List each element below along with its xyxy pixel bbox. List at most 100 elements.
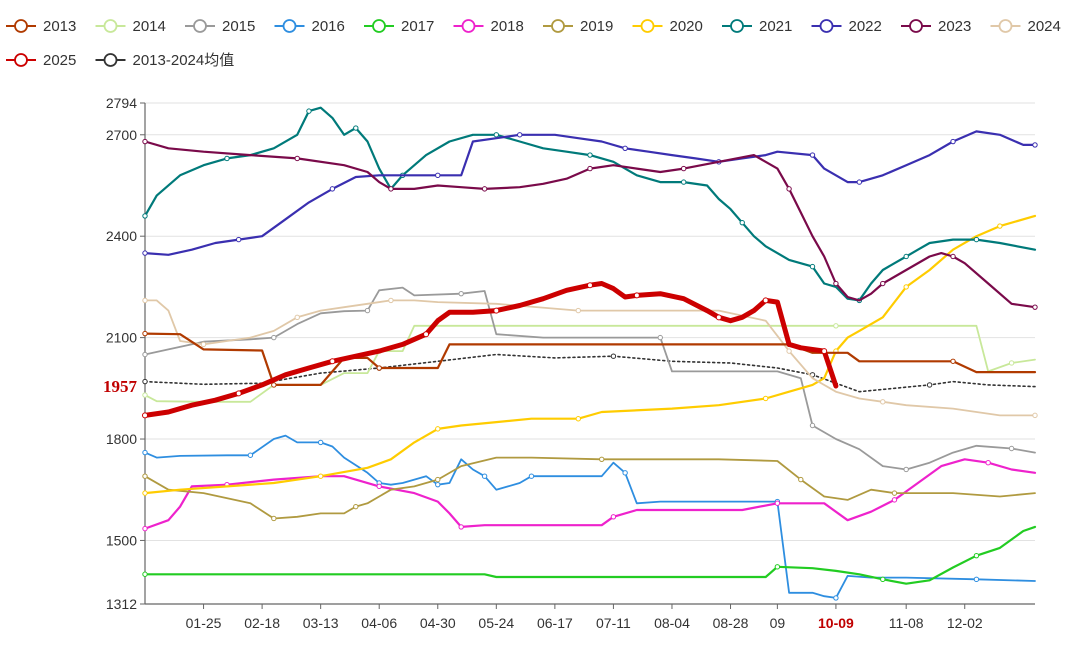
point-2019 (271, 515, 277, 522)
point-2020 (903, 284, 909, 290)
point-2025 (235, 390, 242, 397)
point-2021 (739, 219, 745, 226)
point-2014 (833, 323, 839, 329)
plot-area (142, 106, 1038, 601)
legend-marker-icon (909, 19, 923, 33)
legend-item-2025[interactable]: 2025 (6, 52, 76, 69)
point-2013-2024均值 (926, 382, 933, 388)
legend-item-2024[interactable]: 2024 (990, 18, 1061, 35)
legend-label: 2017 (401, 18, 434, 35)
point-2023 (680, 165, 687, 172)
point-2025 (493, 307, 500, 314)
y-tick-label: 2400 (106, 228, 137, 244)
point-2013 (376, 365, 382, 371)
point-2021 (306, 108, 312, 114)
point-2022 (517, 132, 523, 138)
series-2024 (142, 297, 1038, 419)
point-2016 (247, 452, 254, 458)
point-2015 (364, 307, 371, 314)
legend: 2013 2014 2015 2016 2017 2018 2019 2020 2021 2022… (6, 18, 1061, 69)
legend-item-2022[interactable]: 2022 (811, 18, 882, 35)
legend-item-2015[interactable]: 2015 (185, 18, 255, 35)
legend-item-2016[interactable]: 2016 (274, 18, 345, 35)
point-2024 (575, 307, 581, 314)
legend-marker-icon (14, 19, 28, 33)
legend-item-2014[interactable]: 2014 (95, 18, 166, 35)
point-2016 (528, 473, 535, 479)
legend-label: 2023 (938, 18, 971, 35)
point-2016 (622, 470, 628, 476)
point-2022 (142, 250, 148, 256)
point-2025 (633, 292, 640, 299)
legend-item-2017[interactable]: 2017 (364, 18, 434, 35)
point-2013 (950, 358, 956, 364)
point-2023 (294, 155, 300, 162)
legend-marker-icon (819, 19, 834, 33)
y-tick-label: 1500 (106, 532, 137, 548)
point-2015 (657, 334, 663, 341)
legend-label: 2022 (849, 18, 882, 35)
legend-item-2020[interactable]: 2020 (632, 18, 703, 35)
point-2025 (821, 348, 828, 355)
legend-label: 2013 (43, 18, 76, 35)
point-2021 (224, 155, 230, 162)
point-2023 (786, 186, 792, 192)
legend-label: 2019 (580, 18, 613, 35)
series-line-2014 (144, 324, 1036, 403)
legend-item-2018[interactable]: 2018 (453, 18, 524, 35)
point-2024 (786, 348, 792, 354)
point-2016 (435, 481, 441, 488)
legend-item-2013[interactable]: 2013 (6, 18, 76, 35)
series-line-2016 (144, 434, 1036, 599)
point-2015 (809, 422, 816, 429)
y-tick-label: 2100 (106, 330, 137, 346)
point-2021 (353, 125, 359, 131)
legend-marker-icon (193, 19, 207, 33)
series-2019 (142, 456, 1036, 522)
point-2020 (317, 473, 324, 479)
x-tick-label: 10-09 (818, 615, 854, 631)
point-2023 (142, 138, 148, 145)
legend-marker-icon (640, 19, 655, 33)
legend-label: 2021 (759, 18, 792, 35)
legend-item-2013-2024均值[interactable]: 2013-2024均值 (95, 52, 235, 69)
legend-marker-icon (372, 19, 386, 33)
point-2018 (458, 524, 464, 530)
x-tick-label: 06-17 (537, 615, 573, 631)
legend-item-2019[interactable]: 2019 (543, 18, 613, 35)
legend-label: 2013-2024均值 (133, 52, 235, 69)
point-2024 (200, 341, 207, 348)
point-2020 (762, 395, 769, 402)
point-2018 (610, 514, 617, 520)
point-2019 (353, 503, 359, 510)
point-2023 (833, 280, 839, 287)
point-2022 (329, 186, 336, 192)
point-2019 (435, 476, 441, 483)
point-2022 (622, 145, 628, 151)
legend-label: 2016 (312, 18, 345, 35)
legend-label: 2024 (1028, 18, 1061, 35)
legend-label: 2015 (222, 18, 255, 35)
legend-marker-icon (461, 19, 476, 33)
point-2022 (950, 138, 956, 145)
point-2018 (985, 459, 991, 466)
series-line-2025 (142, 281, 839, 418)
point-2015 (1008, 445, 1015, 452)
x-tick-label: 09 (770, 615, 786, 631)
legend-marker-icon (103, 53, 118, 67)
series-2023 (142, 138, 1038, 310)
point-2021 (587, 152, 593, 158)
legend-item-2021[interactable]: 2021 (722, 18, 792, 35)
series-2018 (142, 458, 1037, 532)
legend-item-2023[interactable]: 2023 (901, 18, 971, 35)
point-2023 (880, 280, 886, 287)
y-tick-label: 2700 (106, 127, 137, 143)
point-2019 (891, 490, 898, 496)
point-2016 (317, 439, 324, 446)
series-2022 (142, 130, 1038, 256)
point-2020 (575, 416, 581, 422)
point-2025 (423, 331, 430, 338)
point-2014 (142, 392, 148, 398)
legend-marker-icon (103, 19, 118, 33)
